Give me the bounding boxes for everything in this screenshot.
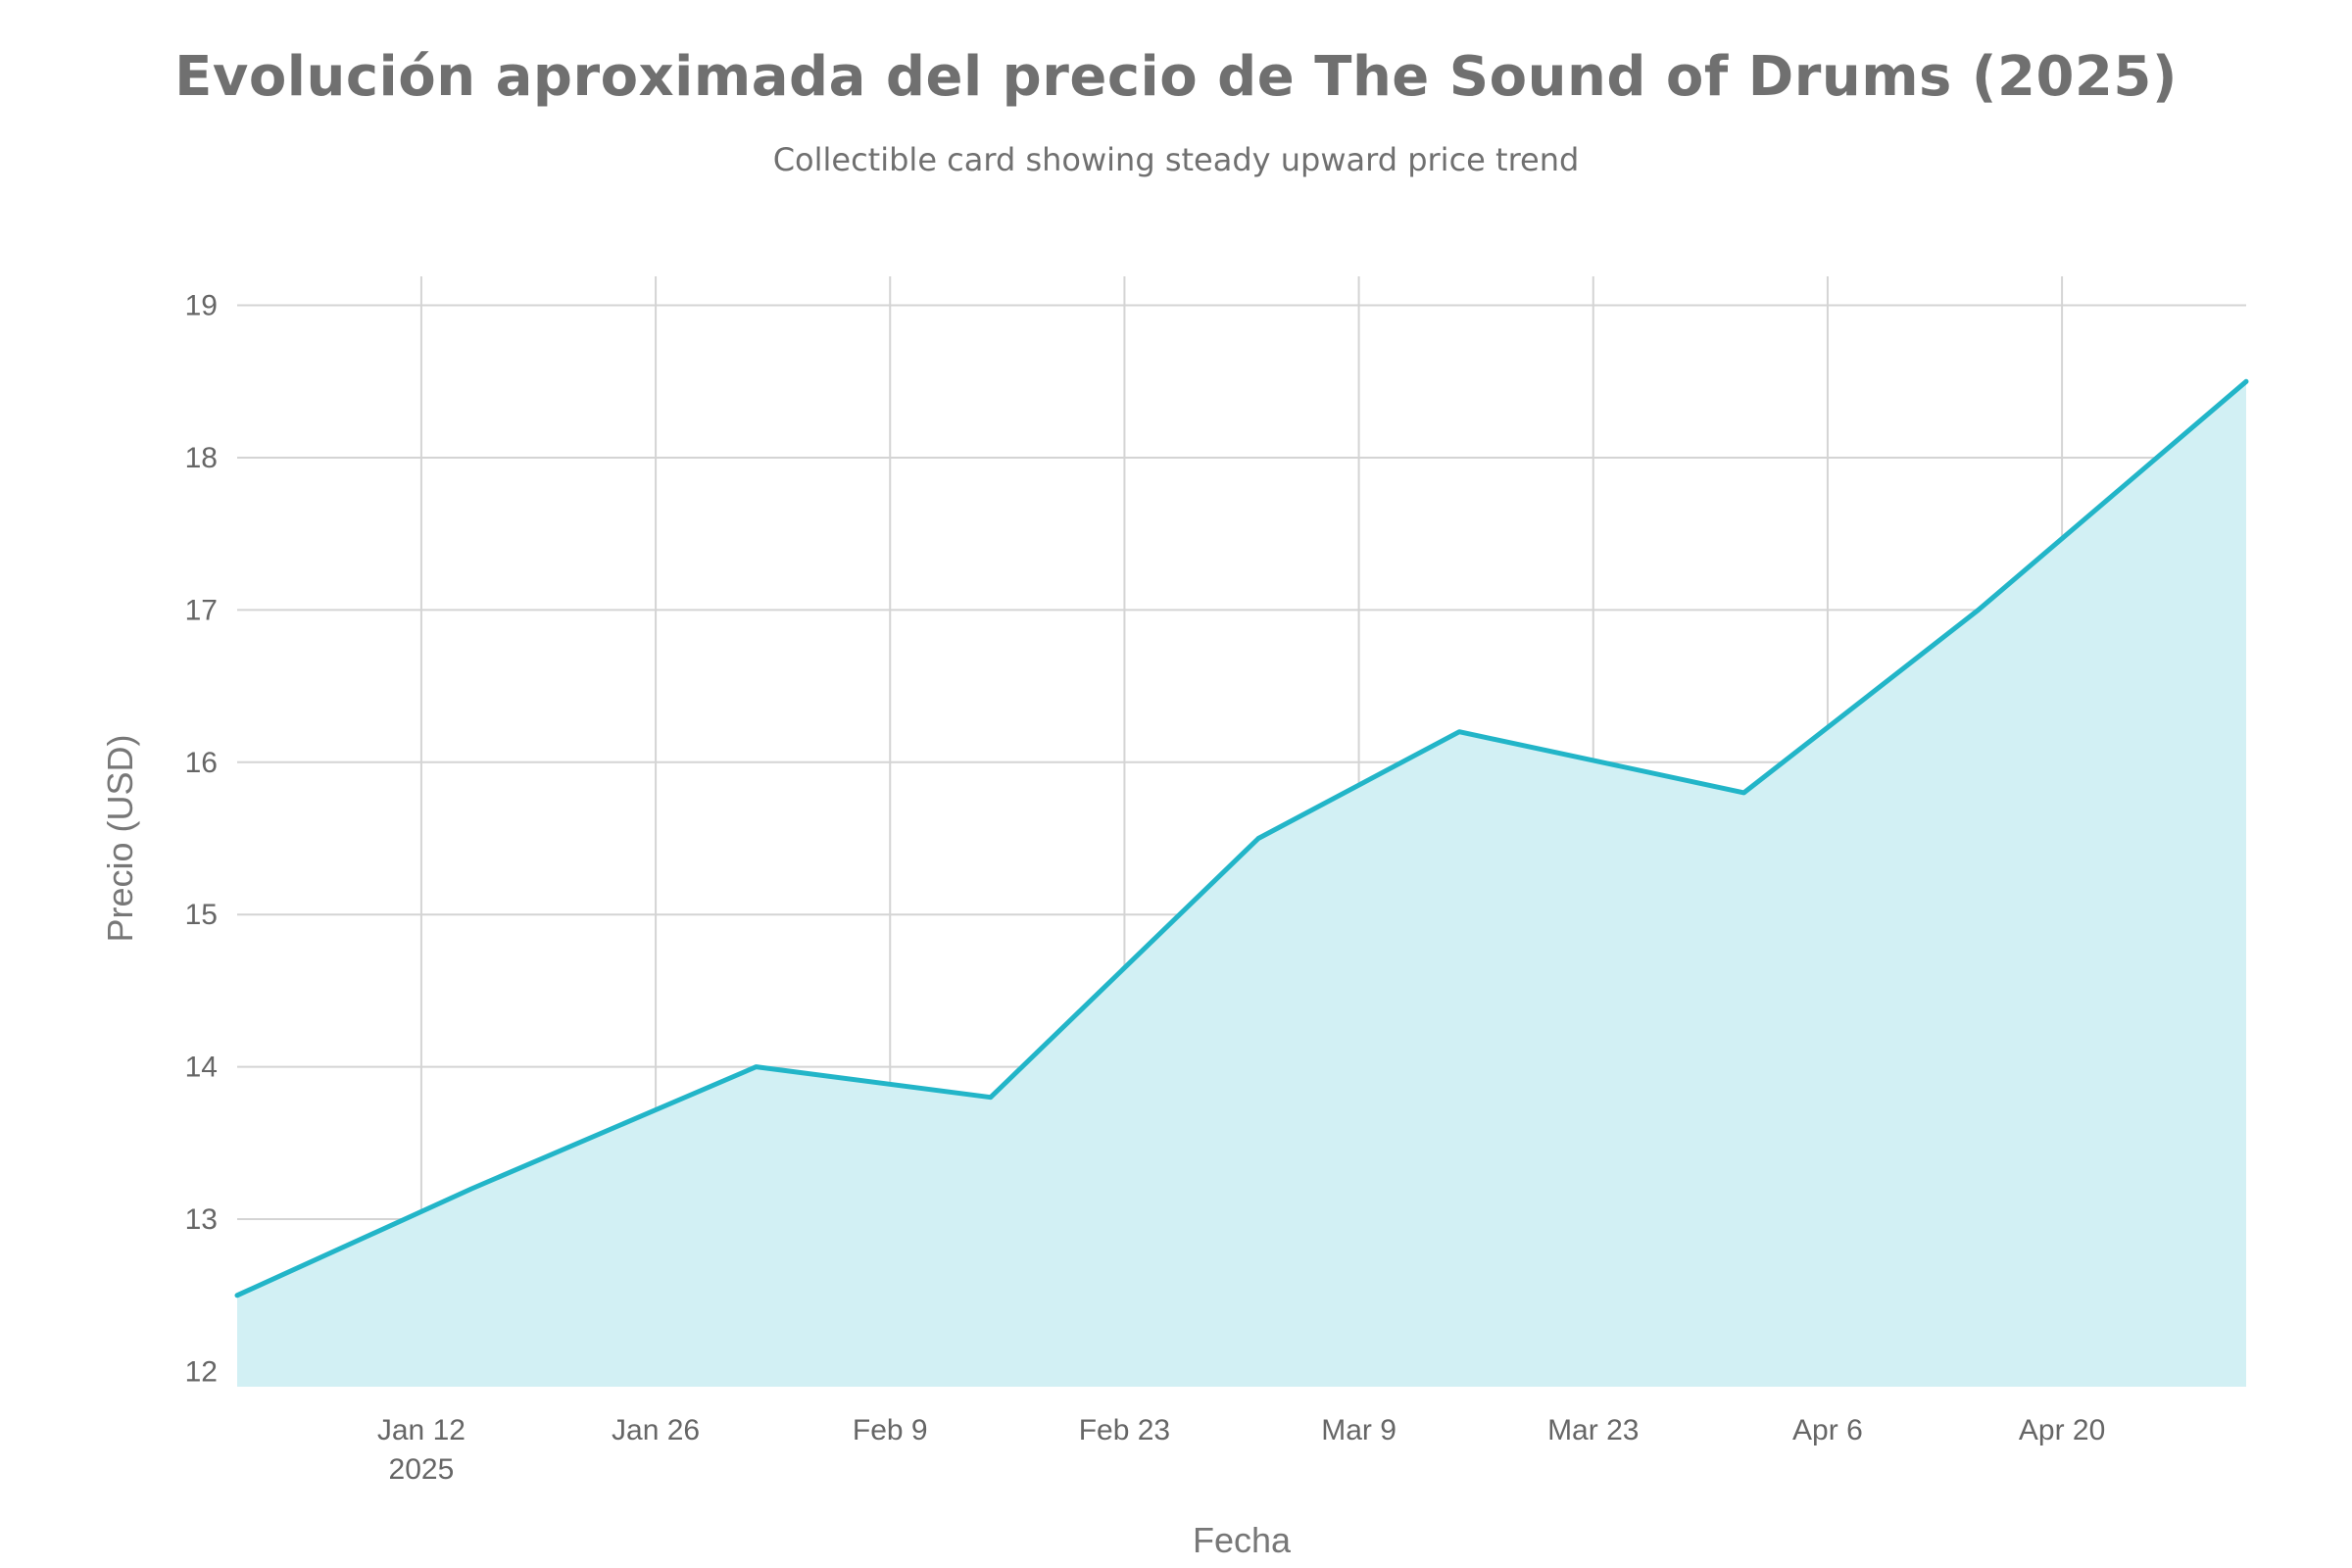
y-tick-label: 17 — [185, 594, 218, 626]
x-tick-label: Mar 23 — [1547, 1414, 1639, 1446]
y-tick-label: 18 — [185, 442, 218, 474]
x-tick-label: Jan 26 — [612, 1414, 700, 1446]
chart-title: Evolución aproximada del precio de The S… — [174, 45, 2178, 109]
series-area — [237, 381, 2246, 1387]
x-tick-label: Mar 9 — [1321, 1414, 1396, 1446]
x-axis-title: Fecha — [1193, 1520, 1292, 1560]
area-layer — [237, 381, 2246, 1387]
x-axis-ticks: Jan 12 2025 Jan 26 Feb 9 Feb 23 Mar 9 Mar 23 Ap… — [377, 1414, 2105, 1486]
y-axis-ticks: 12 13 14 15 16 17 18 19 — [185, 290, 218, 1389]
y-axis-title: Precio (USD) — [100, 734, 140, 942]
x-tick-label: Jan 12 — [377, 1414, 466, 1446]
series-line — [234, 378, 2249, 1298]
chart-subtitle: Collectible card showing steady upward p… — [772, 141, 1580, 178]
y-tick-label: 13 — [185, 1203, 218, 1236]
x-tick-label: Apr 20 — [2019, 1414, 2105, 1446]
y-tick-label: 12 — [185, 1355, 218, 1388]
y-tick-label: 14 — [185, 1052, 218, 1084]
x-tick-label: Feb 23 — [1079, 1414, 1170, 1446]
x-tick-sublabel: 2025 — [389, 1453, 455, 1486]
x-tick-label: Apr 6 — [1792, 1414, 1863, 1446]
y-tick-label: 19 — [185, 290, 218, 322]
y-tick-label: 16 — [185, 747, 218, 779]
x-tick-label: Feb 9 — [853, 1414, 928, 1446]
series-line-layer — [234, 378, 2249, 1298]
y-tick-label: 15 — [185, 899, 218, 931]
